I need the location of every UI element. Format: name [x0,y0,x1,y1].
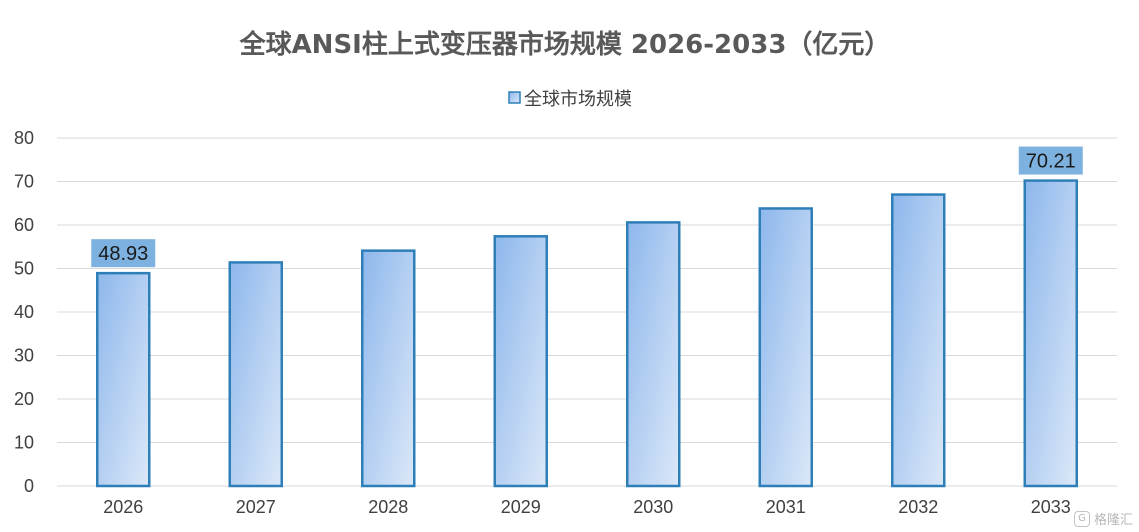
data-labels: 48.93 70.21 [91,146,1083,268]
bar-2026 [96,271,151,488]
y-tick-label: 80 [14,128,34,148]
data-label-box [1018,146,1083,175]
bar-2033 [1023,179,1078,488]
x-tick-label: 2033 [1031,497,1071,517]
x-tick-label: 2026 [103,497,143,517]
watermark: G 格隆汇 [1073,509,1133,528]
bar-2027 [228,261,283,488]
y-tick-label: 20 [14,389,34,409]
y-tick-label: 60 [14,215,34,235]
y-tick-label: 30 [14,346,34,366]
x-tick-label: 2032 [898,497,938,517]
x-axis-ticks: 2026 2027 2028 2029 2030 2031 2032 2033 [103,497,1071,517]
x-tick-label: 2031 [766,497,806,517]
bar-2032 [891,193,946,488]
y-tick-label: 10 [14,433,34,453]
x-tick-label: 2027 [236,497,276,517]
chart-title: 全球ANSI柱上式变压器市场规模 2026-2033（亿元） [239,29,891,60]
bar-2030 [626,221,681,488]
legend-label: 全球市场规模 [524,89,632,110]
gridlines [57,137,1117,487]
x-tick-label: 2028 [368,497,408,517]
bar-2028 [361,249,416,488]
bar-2031 [758,207,813,488]
logo-icon: G [1073,510,1090,527]
y-axis-ticks: 0 10 20 30 40 50 60 70 80 [14,128,34,496]
watermark-text: 格隆汇 [1093,513,1133,528]
legend-swatch [508,91,521,104]
x-tick-label: 2029 [501,497,541,517]
data-label: 70.21 [1026,151,1076,173]
data-label-box [91,239,156,268]
data-label: 48.93 [98,243,148,265]
bar-2029 [493,235,548,488]
y-tick-label: 40 [14,302,34,322]
y-tick-label: 50 [14,259,34,279]
x-tick-label: 2030 [633,497,673,517]
bars [96,179,1078,488]
legend: 全球市场规模 [508,89,632,110]
y-tick-label: 70 [14,172,34,192]
y-tick-label: 0 [24,476,34,496]
